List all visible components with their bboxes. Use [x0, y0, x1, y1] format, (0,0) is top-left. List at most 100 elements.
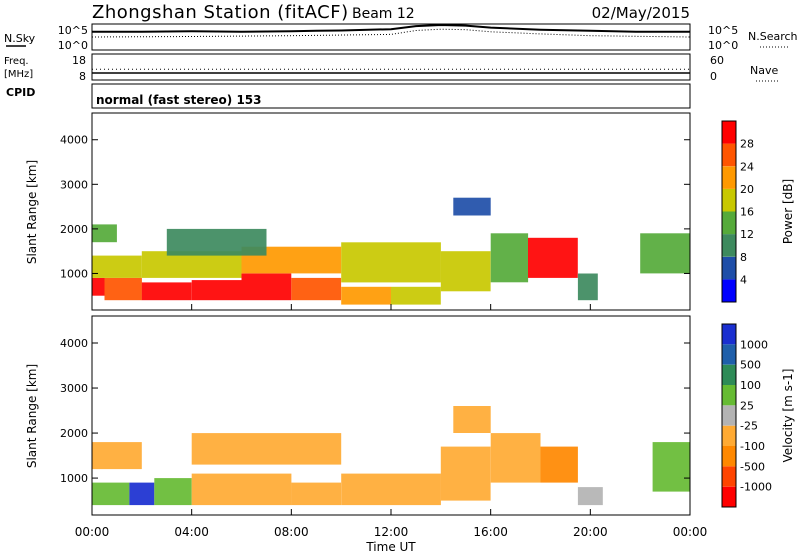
velocity-axes: 1000 2000 3000 4000 — [60, 337, 691, 515]
velocity-colorbar-segment — [722, 486, 736, 507]
plot-title: Zhongshan Station (fitACF) — [92, 2, 349, 23]
power-cell — [291, 277, 342, 301]
time-tick-label: 04:00 — [174, 525, 209, 539]
power-colorbar-segment — [722, 234, 736, 257]
velocity-ytick-label: 3000 — [60, 382, 88, 395]
power-ytick-label: 3000 — [60, 178, 88, 191]
power-axes: 1000 2000 3000 4000 — [60, 134, 691, 310]
power-heatmap — [92, 197, 690, 305]
power-colorbar-segment — [722, 143, 736, 167]
velocity-cell — [92, 442, 142, 470]
power-cell — [528, 237, 578, 278]
noise-tick-right-top: 10^5 — [708, 24, 738, 37]
velocity-colorbar: 1000 500 100 25 -25 -100 -500 -1000 Velocity [m … — [721, 323, 795, 508]
power-colorbar-segment — [722, 279, 736, 302]
velocity-cell — [154, 478, 192, 506]
velocity-ytick-label: 1000 — [60, 472, 88, 485]
power-ytick-label: 4000 — [60, 134, 88, 147]
time-tick-label: 00:00 — [75, 525, 110, 539]
freq-panel — [91, 53, 691, 81]
velocity-cell — [291, 482, 342, 506]
power-cell — [191, 280, 242, 301]
noise-panel — [91, 23, 691, 51]
freq-tick-bottom: 8 — [79, 70, 86, 83]
power-cell — [577, 273, 598, 301]
power-cell — [453, 197, 491, 216]
mhz-label: [MHz] — [4, 69, 33, 80]
time-axis: 00:00 04:00 08:00 12:00 16:00 20:00 00:00 — [75, 525, 708, 539]
power-colorbar-tick: 20 — [740, 183, 754, 196]
velocity-colorbar-segment — [722, 324, 736, 345]
power-colorbar-segment — [722, 166, 736, 189]
velocity-colorbar-tick: 1000 — [740, 338, 768, 351]
velocity-cell — [453, 406, 491, 433]
velocity-colorbar-tick: 500 — [740, 359, 761, 372]
velocity-ytick-label: 4000 — [60, 337, 88, 350]
power-colorbar: 28 24 20 16 12 8 4 Power [dB] — [721, 120, 795, 303]
time-tick-label: 20:00 — [573, 525, 608, 539]
power-colorbar-segment — [722, 188, 736, 212]
power-colorbar-tick: 4 — [740, 273, 747, 286]
time-tick-label: 08:00 — [274, 525, 309, 539]
velocity-cell — [540, 446, 578, 483]
velocity-colorbar-tick: -100 — [740, 440, 765, 453]
noise-sky-series — [92, 23, 690, 33]
noise-tick-right-bottom: 10^0 — [708, 39, 738, 52]
velocity-colorbar-frame — [721, 323, 737, 508]
power-cell — [141, 251, 242, 278]
power-cell — [440, 251, 491, 292]
date-label: 02/May/2015 — [592, 4, 690, 22]
velocity-ytick-label: 2000 — [60, 427, 88, 440]
power-ytick-label: 1000 — [60, 267, 88, 280]
velocity-colorbar-segment — [722, 466, 736, 487]
power-colorbar-tick: 28 — [740, 138, 754, 151]
time-tick-label: 16:00 — [473, 525, 508, 539]
velocity-heatmap — [92, 406, 690, 506]
power-colorbar-tick: 12 — [740, 228, 754, 241]
power-colorbar-segment — [722, 211, 736, 235]
velocity-colorbar-segment — [722, 344, 736, 365]
power-cell — [490, 233, 529, 283]
nave-tick-top: 60 — [710, 54, 724, 67]
power-cell — [92, 277, 105, 296]
power-cell — [92, 255, 142, 278]
velocity-colorbar-tick: 100 — [740, 379, 761, 392]
power-colorbar-tick: 16 — [740, 206, 754, 219]
beam-label: Beam 12 — [352, 6, 415, 22]
nave-label: Nave — [750, 64, 778, 77]
noise-tick-left-bottom: 10^0 — [58, 39, 88, 52]
power-colorbar-segment — [722, 121, 736, 144]
power-cell — [241, 273, 292, 301]
velocity-colorbar-tick: -1000 — [740, 481, 772, 494]
power-colorbar-tick: 24 — [740, 160, 754, 173]
velocity-colorbar-segment — [722, 425, 736, 446]
velocity-cell — [191, 433, 342, 465]
velocity-colorbar-segment — [722, 385, 736, 406]
velocity-colorbar-segment — [722, 364, 736, 385]
nave-tick-bottom: 0 — [710, 70, 717, 83]
velocity-cell — [440, 446, 491, 501]
noise-search-series — [91, 28, 691, 38]
time-tick-label: 12:00 — [374, 525, 409, 539]
velocity-colorbar-label: Velocity [m s-1] — [781, 369, 795, 463]
noise-tick-left-top: 10^5 — [58, 24, 88, 37]
velocity-colorbar-tick: 25 — [740, 399, 754, 412]
nsearch-label: N.Search — [748, 30, 798, 43]
power-colorbar-frame — [721, 120, 737, 303]
freq-tick-top: 18 — [72, 54, 86, 67]
power-ytick-label: 2000 — [60, 223, 88, 236]
power-cell — [141, 282, 192, 301]
time-axis-label: Time UT — [365, 540, 416, 554]
velocity-colorbar-tick: -25 — [740, 420, 758, 433]
velocity-ylabel: Slant Range [km] — [25, 364, 39, 468]
velocity-cell — [92, 482, 130, 506]
power-cell — [341, 286, 391, 305]
cpid-value: normal (fast stereo) 153 — [96, 93, 262, 107]
power-cell — [92, 224, 117, 243]
power-cell — [640, 233, 690, 274]
velocity-colorbar-segment — [722, 446, 736, 467]
cpid-label: CPID — [6, 86, 35, 99]
power-cell — [391, 286, 441, 305]
power-colorbar-segment — [722, 256, 736, 280]
